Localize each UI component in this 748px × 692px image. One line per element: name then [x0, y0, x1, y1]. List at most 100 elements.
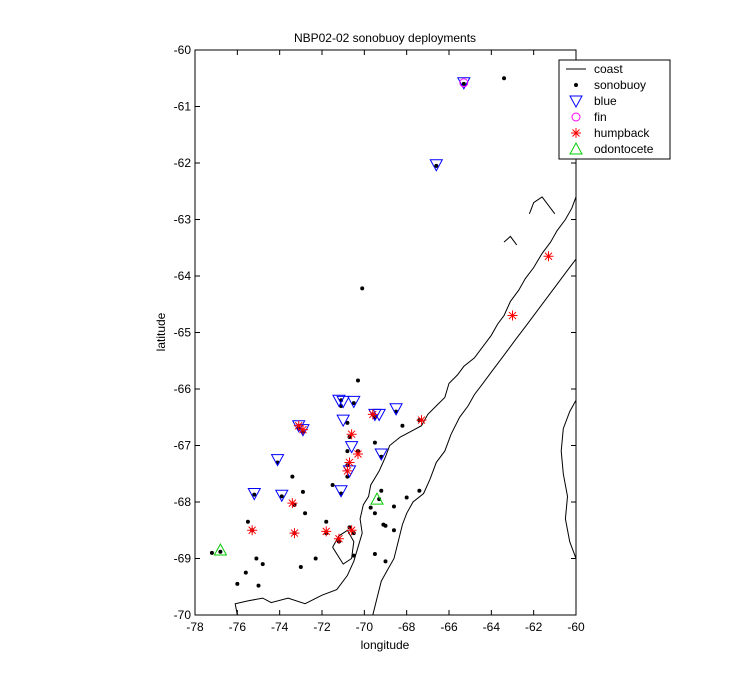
series-fin [459, 78, 469, 88]
sonobuoy-point [252, 492, 257, 497]
blue-point [270, 454, 285, 467]
sonobuoy-point [383, 559, 388, 564]
blue-point [334, 485, 348, 498]
sonobuoy-point [379, 488, 384, 493]
x-tick-label: -64 [483, 620, 501, 634]
legend-marker-blue [569, 95, 583, 109]
axis-ticks: -78 -76 -74 -72 -70 -68 -66 -64 -62 -60 -70 -69 -68 -… [174, 43, 585, 634]
coast-line [528, 196, 556, 215]
x-tick-label: -66 [440, 620, 458, 634]
odontocete-point [370, 492, 384, 505]
humpback-point [321, 526, 332, 537]
sonobuoy-point [279, 494, 284, 499]
series-odontocete [213, 492, 384, 556]
y-tick-label: -66 [174, 382, 192, 396]
blue-point [336, 414, 351, 428]
legend-label-blue: blue [594, 94, 617, 108]
sonobuoy-point [290, 474, 295, 479]
sonobuoy-point [245, 519, 250, 524]
sonobuoy-point [313, 556, 318, 561]
sonobuoy-point [303, 511, 308, 516]
x-axis-label: longitude [361, 638, 410, 652]
blue-point [332, 394, 346, 408]
fin-point [459, 78, 469, 88]
coast-line [234, 196, 577, 616]
humpback-point [342, 465, 353, 476]
blue-point [274, 489, 289, 503]
x-tick-label: -70 [356, 620, 374, 634]
y-tick-label: -64 [174, 269, 192, 283]
legend-label-odontocete: odontocete [594, 142, 654, 156]
odontocete-point [213, 542, 228, 556]
humpback-point [367, 409, 378, 420]
humpback-point [289, 528, 300, 539]
sonobuoy-point [256, 583, 261, 588]
legend-marker-odontocete [569, 141, 583, 155]
x-tick-label: -76 [229, 620, 247, 634]
legend-marker-humpback [571, 128, 581, 138]
sonobuoy-point [345, 420, 350, 425]
legend-label-sonobuoy: sonobuoy [594, 78, 646, 92]
x-tick-label: -60 [567, 620, 585, 634]
humpback-point [247, 525, 258, 536]
sonobuoy-point [400, 423, 405, 428]
axes-frame [194, 49, 577, 616]
sonobuoy-point [391, 504, 396, 509]
legend-label-humpback: humpback [594, 126, 650, 140]
coastline [234, 196, 577, 616]
x-tick-label: -62 [525, 620, 543, 634]
sonobuoy-point [209, 550, 214, 555]
sonobuoy-point [347, 435, 352, 440]
legend-marker-sonobuoy [574, 83, 578, 87]
x-tick-label: -72 [313, 620, 331, 634]
humpback-point [346, 525, 357, 536]
sonobuoy-point [355, 378, 360, 383]
sonobuoy-point [330, 483, 335, 488]
sonobuoy-point [434, 163, 439, 168]
legend-label-fin: fin [594, 110, 607, 124]
chart-marks [209, 76, 554, 588]
y-tick-label: -67 [174, 439, 192, 453]
humpback-point [416, 415, 427, 426]
y-tick-label: -68 [174, 495, 192, 509]
sonobuoy-point [372, 551, 377, 556]
humpback-point [344, 457, 355, 468]
sonobuoy-point [235, 581, 240, 586]
y-axis-label: latitude [154, 312, 168, 351]
sonobuoy-point [345, 449, 350, 454]
y-tick-label: -62 [174, 156, 192, 170]
sonobuoy-point [502, 76, 507, 81]
humpback-point [352, 448, 363, 459]
coast-line [372, 258, 577, 616]
x-tick-label: -74 [271, 620, 289, 634]
coast-line [560, 400, 577, 559]
humpback-point [333, 533, 344, 544]
humpback-point [287, 498, 298, 509]
sonobuoy-point [404, 495, 409, 500]
legend-marker-fin [571, 112, 581, 122]
sonobuoy-point [351, 531, 356, 536]
sonobuoy-point [218, 549, 223, 554]
y-tick-label: -63 [174, 213, 192, 227]
sonobuoy-point [391, 528, 396, 533]
blue-point [456, 77, 471, 90]
blue-point [346, 395, 361, 409]
plot-area [195, 50, 576, 615]
legend-box [558, 59, 671, 160]
sonobuoy-point [372, 440, 377, 445]
sonobuoy-point [243, 570, 248, 575]
sonobuoy-point [360, 286, 365, 291]
y-tick-label: -65 [174, 326, 192, 340]
y-tick-label: -69 [174, 552, 192, 566]
sonobuoy-point [368, 505, 373, 510]
series-humpback [247, 251, 554, 544]
sonobuoy-point [351, 553, 356, 558]
blue-point [247, 488, 262, 501]
legend-label-coast: coast [594, 62, 623, 76]
humpback-point [507, 310, 518, 321]
sonobuoy-point [300, 489, 305, 494]
sonobuoy-point [417, 488, 422, 493]
y-tick-label: -70 [174, 608, 192, 622]
x-tick-label: -68 [398, 620, 416, 634]
humpback-point [293, 420, 304, 431]
